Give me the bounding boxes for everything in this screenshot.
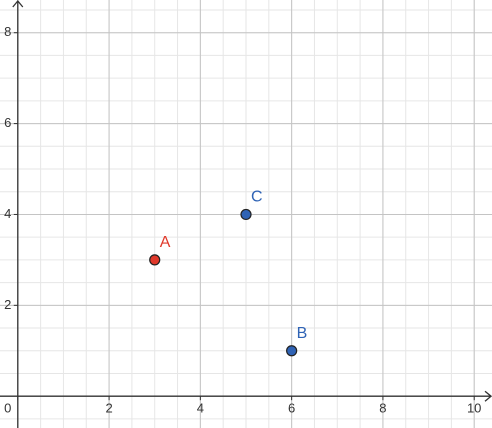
point — [240, 208, 252, 221]
y-tick-label: 2 — [4, 297, 11, 312]
point — [149, 254, 161, 266]
x-tick-label: 2 — [105, 401, 112, 416]
point-label: C — [251, 189, 263, 206]
y-tick-label: 8 — [4, 24, 11, 39]
point-label: A — [160, 234, 171, 251]
x-tick-label: 10 — [467, 401, 481, 416]
y-tick-label: 4 — [4, 206, 11, 221]
x-tick-label: 4 — [197, 401, 204, 416]
point-label: B — [297, 325, 308, 342]
x-tick-label: 8 — [379, 401, 386, 416]
y-axis-arrow — [12, 0, 24, 8]
y-tick-label: 6 — [4, 115, 11, 130]
x-tick-label: 0 — [4, 401, 11, 416]
x-axis-arrow — [484, 390, 492, 402]
point — [286, 345, 298, 357]
x-tick-label: 6 — [288, 401, 295, 416]
